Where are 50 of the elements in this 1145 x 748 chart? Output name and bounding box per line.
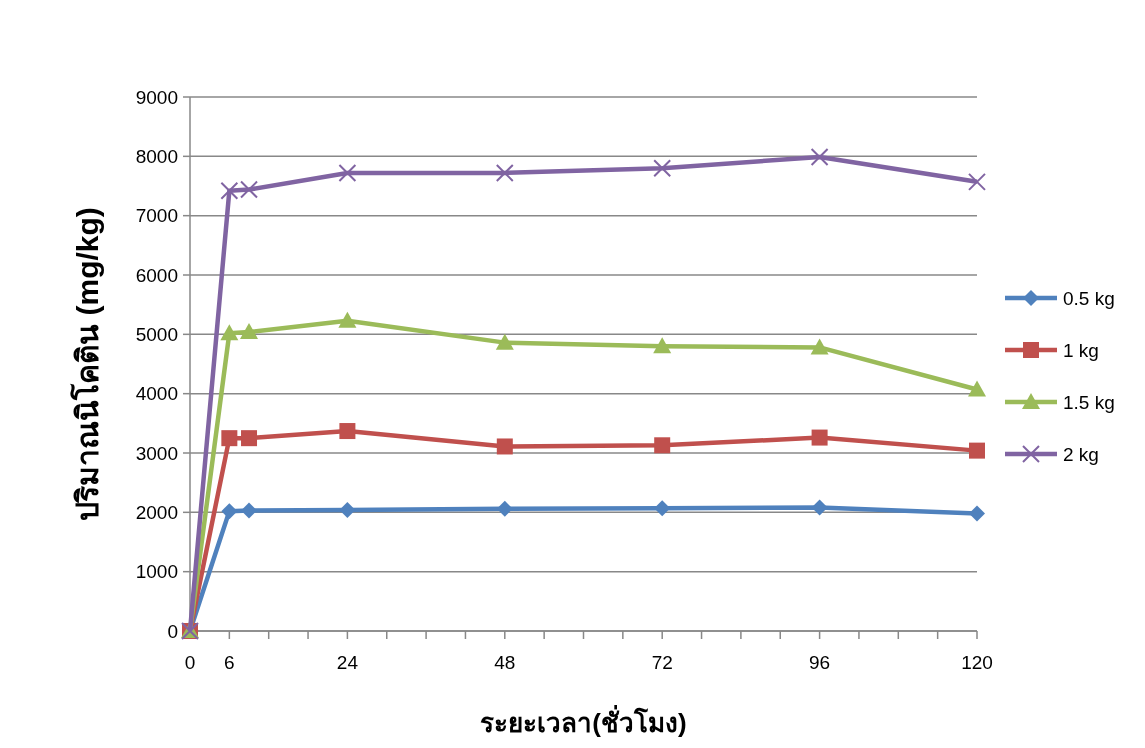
point — [496, 438, 513, 455]
x-tick-label: 24 — [336, 652, 359, 673]
point — [240, 180, 259, 199]
point — [220, 181, 239, 200]
x-tick-label: 120 — [961, 652, 993, 673]
legend-label: 0.5 kg — [1063, 287, 1115, 309]
x-tick-label: 0 — [184, 652, 196, 673]
point — [495, 333, 514, 350]
point — [221, 503, 238, 520]
y-tick-label: 3000 — [135, 442, 178, 464]
y-tick-label: 6000 — [135, 264, 178, 286]
point — [968, 380, 986, 397]
x-tick-label: 6 — [224, 652, 235, 673]
y-tick-label: 1000 — [135, 561, 178, 583]
point — [496, 500, 513, 517]
legend-label: 1 kg — [1063, 339, 1099, 361]
point — [653, 337, 672, 354]
x-tick-label: 72 — [651, 652, 673, 673]
legend-label: 1.5 kg — [1063, 391, 1115, 413]
point — [654, 437, 671, 454]
point — [240, 322, 259, 339]
x-axis-title: ระยะเวลา(ชั่วโมง) — [480, 704, 687, 738]
y-tick-label: 2000 — [135, 501, 178, 523]
point — [969, 505, 985, 522]
point — [810, 338, 829, 355]
point — [653, 159, 672, 178]
point — [968, 172, 986, 191]
point — [338, 163, 357, 182]
x-tick-label: 96 — [809, 652, 831, 673]
point — [495, 163, 514, 182]
y-tick-label: 8000 — [135, 145, 178, 167]
point — [338, 311, 357, 328]
y-axis-title: ปริมาณนิโคติน (mg/kg) — [69, 207, 104, 521]
point — [339, 501, 356, 518]
y-tick-label: 5000 — [135, 323, 178, 345]
point — [811, 499, 828, 516]
point — [220, 324, 239, 341]
y-tick-label: 9000 — [135, 86, 178, 108]
point — [654, 500, 671, 517]
point — [811, 429, 828, 446]
y-tick-label: 7000 — [135, 205, 178, 227]
y-tick-label: 0 — [167, 620, 178, 642]
point — [221, 430, 238, 447]
x-tick-label: 48 — [494, 652, 516, 673]
point — [810, 147, 829, 166]
y-tick-label: 4000 — [135, 383, 178, 405]
point — [969, 442, 985, 459]
legend-label: 2 kg — [1063, 443, 1099, 465]
point — [339, 423, 356, 440]
point — [241, 430, 258, 447]
